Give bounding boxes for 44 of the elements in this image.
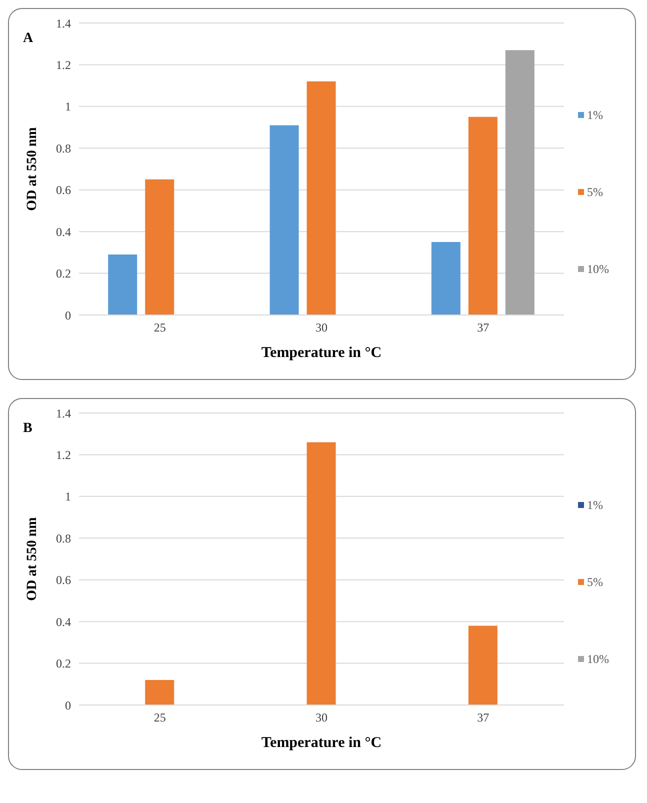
y-tick-label: 1: [65, 490, 71, 504]
text: B: [23, 421, 32, 437]
bar: [468, 626, 498, 705]
y-tick-label: 0: [65, 308, 71, 322]
y-tick-label: 1.4: [56, 16, 71, 30]
x-tick-label: 30: [316, 320, 328, 335]
bar: [270, 125, 299, 315]
y-tick-label: 1: [65, 100, 71, 114]
legend-label: 10%: [587, 262, 609, 276]
y-tick-label: 0.6: [56, 573, 71, 588]
y-tick-label: 0.6: [56, 183, 71, 198]
y-axis-title: OD at 550 nm: [24, 126, 40, 211]
y-tick-label: 0.2: [56, 656, 71, 671]
y-tick-label: 0.2: [56, 266, 71, 281]
bar: [505, 50, 534, 315]
x-tick-label: 37: [477, 710, 490, 725]
y-tick-label: 1.4: [56, 406, 71, 420]
y-axis-title: OD at 550 nm: [24, 516, 40, 601]
x-tick-label: 25: [154, 710, 166, 725]
legend-label: 10%: [587, 652, 609, 666]
bar: [468, 116, 498, 315]
bar: [306, 81, 336, 315]
legend-label: 5%: [587, 574, 603, 590]
legend-label: 5%: [587, 184, 603, 200]
x-tick-label: 25: [154, 320, 166, 335]
legend-label: 1%: [587, 108, 603, 122]
y-tick-label: 1.2: [56, 58, 71, 72]
text: A: [23, 31, 34, 47]
bar: [108, 254, 138, 315]
bar: [306, 442, 336, 705]
x-tick-label: 37: [477, 320, 490, 335]
y-tick-label: 0.8: [56, 141, 71, 156]
y-tick-label: 0.8: [56, 531, 71, 546]
y-tick-label: 0.4: [56, 224, 71, 239]
x-axis-title: Temperature in °C: [261, 735, 382, 751]
x-axis-title: Temperature in °C: [261, 345, 382, 361]
y-tick-label: 0.4: [56, 614, 71, 629]
x-tick-label: 30: [316, 710, 328, 725]
bar: [145, 179, 174, 315]
y-tick-label: 0: [65, 698, 71, 712]
y-tick-label: 1.2: [56, 448, 71, 462]
bar: [431, 242, 460, 315]
legend-label: 1%: [587, 498, 603, 512]
bar: [145, 680, 174, 705]
